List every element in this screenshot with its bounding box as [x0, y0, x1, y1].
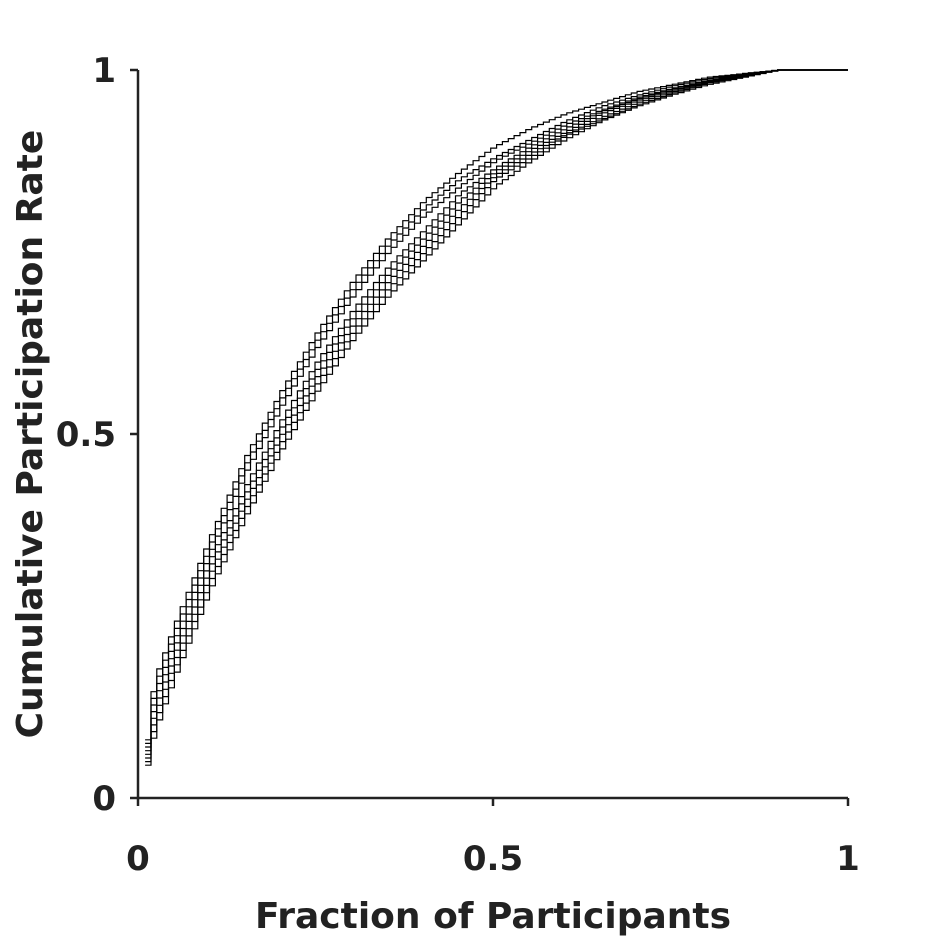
series-line-3 [145, 69, 848, 748]
y-axis-title: Cumulative Participation Rate [10, 130, 51, 739]
series-line-1 [145, 69, 848, 741]
x-axis-ticks: 0 0.5 1 [126, 798, 860, 879]
series-line-6 [145, 69, 848, 759]
y-tick-label: 0 [92, 779, 116, 819]
x-axis-title: Fraction of Participants [255, 896, 731, 937]
x-tick-label: 0 [126, 839, 150, 879]
series-line-7 [145, 69, 848, 763]
y-tick-label: 0.5 [56, 415, 116, 455]
x-tick-label: 0.5 [463, 839, 523, 879]
x-tick-label: 1 [836, 839, 860, 879]
y-axis-ticks: 00.51 [56, 51, 138, 819]
series-line-2 [145, 69, 848, 744]
y-tick-label: 1 [92, 51, 116, 91]
series-group [145, 69, 848, 766]
series-line-8 [145, 69, 848, 766]
series-line-4 [145, 69, 848, 752]
series-line-5 [145, 69, 848, 755]
